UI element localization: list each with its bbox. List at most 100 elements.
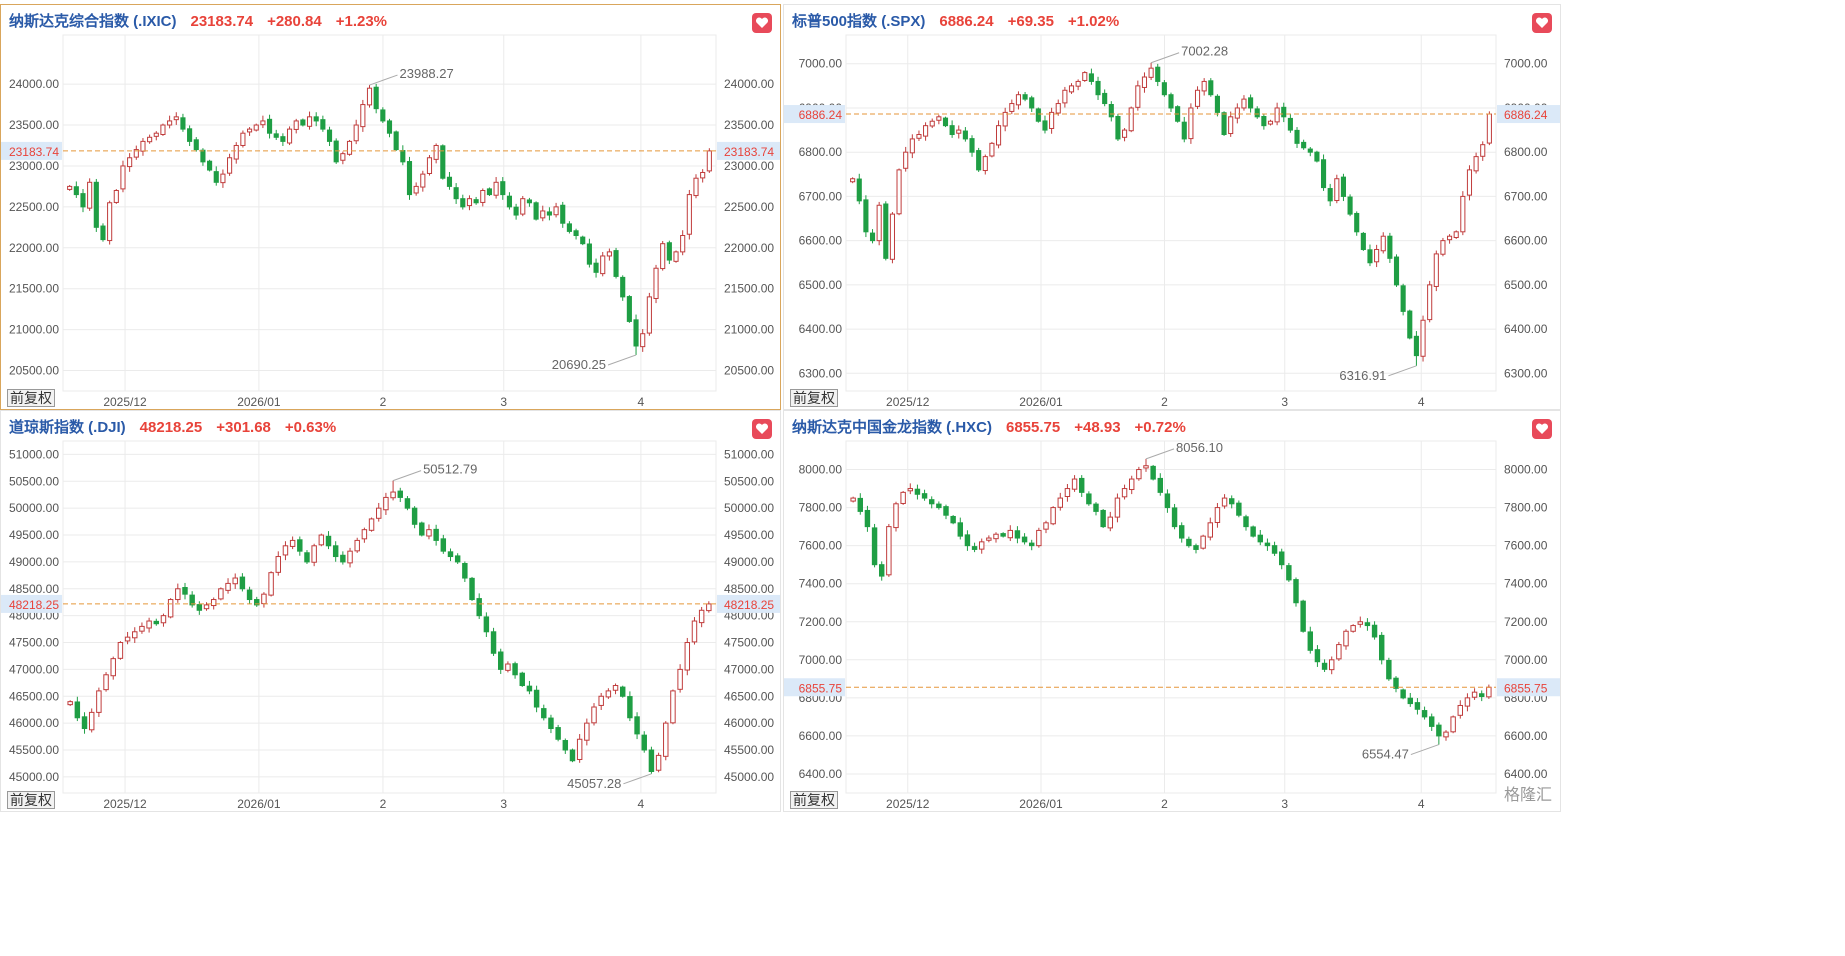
candle	[1450, 715, 1456, 734]
candle-body	[1157, 477, 1164, 493]
candle	[569, 748, 576, 763]
candle-body	[540, 210, 546, 219]
candle-body	[346, 140, 353, 155]
candle	[591, 703, 597, 726]
chart-panel-dji[interactable]: 道琼斯指数 (.DJI) 48218.25 +301.68 +0.63% 51000.…	[0, 410, 781, 812]
candle	[1214, 94, 1220, 117]
candle	[1279, 548, 1285, 570]
y-tick-label-right: 46000.00	[724, 716, 774, 730]
candle	[1460, 191, 1466, 236]
favorite-button[interactable]	[752, 13, 772, 33]
adjust-button[interactable]: 前复权	[790, 791, 838, 809]
candle-body	[500, 181, 506, 196]
candle-body	[1486, 113, 1492, 144]
y-tick-label-left: 7000.00	[799, 653, 843, 667]
candle	[555, 724, 561, 742]
candle	[110, 656, 116, 680]
high-label: 7002.28	[1181, 44, 1228, 59]
x-tick-label: 2	[380, 797, 387, 811]
candle	[1095, 76, 1101, 100]
candle-body	[1293, 579, 1299, 604]
index-change: +301.68	[216, 419, 271, 436]
x-tick-label: 2	[1161, 395, 1168, 409]
y-tick-label-left: 50500.00	[9, 474, 59, 488]
candle	[896, 168, 902, 216]
adjust-button[interactable]: 前复权	[790, 389, 838, 407]
candle	[1486, 111, 1492, 146]
chart-panel-spx[interactable]: 标普500指数 (.SPX) 6886.24 +69.35 +1.02% 7000.0…	[783, 4, 1561, 410]
chart-panel-ixic[interactable]: 纳斯达克综合指数 (.IXIC) 23183.74 +280.84 +1.23% 24…	[0, 4, 781, 410]
candle	[1150, 464, 1156, 481]
candle	[386, 118, 393, 138]
y-tick-label-left: 49500.00	[9, 528, 59, 542]
candle	[1107, 511, 1114, 532]
candle	[553, 202, 559, 218]
y-tick-label-left: 7400.00	[799, 577, 843, 591]
y-tick-label-right: 50000.00	[724, 501, 774, 515]
candle-body	[133, 149, 139, 158]
index-name: 道琼斯指数 (.DJI)	[9, 419, 126, 436]
candle-body	[513, 206, 519, 216]
candle-body	[1093, 503, 1099, 512]
panel-header: 纳斯达克中国金龙指数 (.HXC) 6855.75 +48.93 +0.72%	[792, 417, 1186, 439]
candle	[318, 533, 325, 547]
y-tick-label-left: 45500.00	[9, 743, 59, 757]
candle	[1371, 621, 1378, 640]
chart-panel-hxc[interactable]: 纳斯达克中国金龙指数 (.HXC) 6855.75 +48.93 +0.72% 800…	[783, 410, 1561, 812]
candle	[113, 189, 119, 204]
candle	[120, 160, 126, 193]
candle	[566, 221, 572, 234]
candle-body	[1015, 94, 1022, 106]
candle-body	[943, 506, 949, 516]
candle-body	[139, 625, 145, 632]
candle	[380, 107, 386, 123]
candle-body	[1433, 253, 1439, 287]
candle	[1350, 624, 1356, 633]
candle	[923, 122, 929, 141]
candle-body	[555, 727, 561, 740]
candle-body	[411, 507, 418, 525]
candle-body	[1068, 85, 1075, 93]
candle-body	[598, 695, 604, 706]
candle	[666, 240, 672, 265]
candle	[268, 571, 274, 597]
candle	[1267, 119, 1274, 126]
candle-body	[81, 716, 88, 730]
candle-body	[493, 181, 499, 196]
high-leader	[1145, 448, 1175, 460]
adjust-button[interactable]: 前复权	[7, 389, 55, 407]
x-tick-label: 4	[1418, 395, 1425, 409]
candle	[1208, 78, 1214, 97]
candle	[1007, 525, 1013, 542]
low-label: 20690.25	[552, 357, 606, 372]
candle-body	[189, 594, 195, 606]
candle	[1257, 529, 1264, 546]
adjust-button[interactable]: 前复权	[7, 791, 55, 809]
candle	[354, 537, 360, 553]
candle	[691, 617, 698, 645]
candle-body	[1193, 545, 1199, 550]
candle-body	[1450, 716, 1456, 733]
candle	[1088, 68, 1094, 85]
candle	[473, 196, 479, 205]
candle-body	[1350, 625, 1356, 632]
candle	[273, 129, 279, 141]
candle	[979, 538, 985, 554]
candle	[950, 515, 956, 525]
current-price-label-right: 6886.24	[1504, 108, 1548, 122]
candle-body	[232, 577, 238, 585]
candle-body	[246, 589, 253, 601]
candle-body	[929, 120, 935, 127]
y-tick-label-right: 7000.00	[1504, 653, 1548, 667]
candle-body	[1208, 80, 1214, 96]
favorite-button[interactable]	[752, 419, 772, 439]
candle-body	[1214, 95, 1220, 113]
candle-body	[1436, 724, 1442, 737]
favorite-button[interactable]	[1532, 419, 1552, 439]
candle-body	[306, 116, 313, 127]
current-price-tag-right	[1497, 105, 1560, 124]
candle	[1307, 626, 1313, 654]
candle	[426, 155, 433, 176]
candle-body	[1102, 92, 1108, 105]
favorite-button[interactable]	[1532, 13, 1552, 33]
